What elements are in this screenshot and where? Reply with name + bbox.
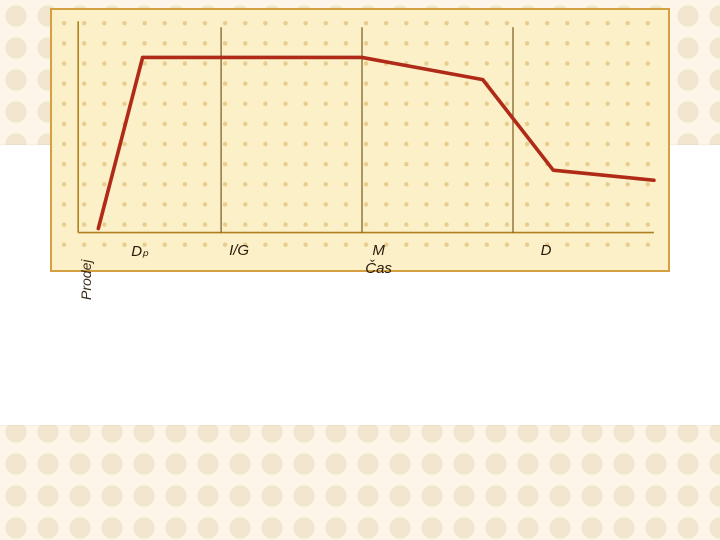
chart-svg xyxy=(50,8,670,272)
x-tick-label: Dₚ xyxy=(131,242,148,260)
x-tick-label: D xyxy=(541,242,552,259)
x-axis-title: Čas xyxy=(365,260,392,277)
x-tick-label: M xyxy=(372,242,385,259)
sales-curve xyxy=(98,57,654,228)
axes xyxy=(78,21,654,232)
x-tick-label: I/G xyxy=(229,242,249,259)
dot-grid xyxy=(62,21,650,247)
x-axis-labels: Dₚ I/G M D Čas xyxy=(50,242,670,282)
